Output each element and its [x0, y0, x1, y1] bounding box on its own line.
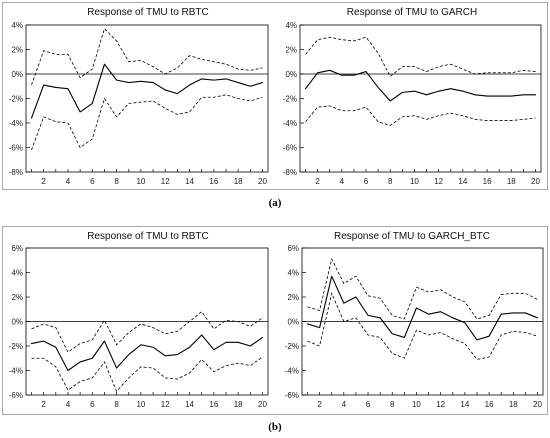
chart-3-upper-band-line — [31, 311, 263, 353]
chart-3-xtick-label-8: 18 — [234, 400, 243, 409]
chart-3-ytick-label-5: -4% — [9, 367, 23, 376]
chart-1-xtick-label-3: 8 — [114, 177, 119, 186]
chart-4-ytick-label-2: 2% — [287, 293, 299, 302]
chart-2-response-line — [304, 69, 537, 102]
chart-3-xtick-label-4: 10 — [136, 400, 145, 409]
chart-1-xtick-label-2: 6 — [90, 177, 95, 186]
chart-3-xtick-label-6: 14 — [185, 400, 194, 409]
chart-1-upper-band-line — [31, 27, 263, 86]
chart-4-response-line — [306, 275, 539, 341]
chart-3-xtick-label-2: 6 — [90, 400, 95, 409]
chart-1-xtick-label-7: 16 — [209, 177, 218, 186]
chart-2-xtick-label-1: 4 — [340, 177, 345, 186]
chart-4: 6% 4% 2% 0% -2% -4% -6% 2 4 6 8 10 12 14 16 18 20 Respons… — [285, 231, 544, 409]
chart-2-xtick-label-4: 10 — [410, 177, 419, 186]
chart-4-upper-band-line — [307, 257, 538, 320]
chart-4-xtick-label-4: 10 — [412, 400, 421, 409]
chart-2-xtick-label-6: 14 — [458, 177, 467, 186]
chart-4-lower-band-line — [307, 292, 538, 360]
chart-2-ytick-label-3: -2% — [283, 95, 297, 104]
chart-4-xtick-label-0: 2 — [317, 400, 322, 409]
chart-4-xtick-label-8: 18 — [509, 400, 518, 409]
chart-4-title: Response of TMU to GARCH_BTC — [334, 231, 490, 242]
chart-1-ytick-label-1: 2% — [11, 46, 23, 55]
chart-2-ytick-label-6: -8% — [283, 168, 297, 177]
chart-1-xtick-label-5: 12 — [161, 177, 170, 186]
chart-3-xtick-label-0: 2 — [41, 400, 46, 409]
chart-1-ytick-label-4: -4% — [9, 119, 23, 128]
chart-1-ytick-label-6: -8% — [9, 168, 23, 177]
panel-a-frame — [2, 2, 548, 190]
chart-1-lower-band-line — [31, 94, 263, 151]
chart-4-ytick-label-5: -4% — [285, 367, 299, 376]
chart-4-xtick-label-1: 4 — [342, 400, 347, 409]
chart-2-xtick-label-9: 20 — [531, 177, 540, 186]
chart-2-ytick-label-1: 2% — [285, 46, 297, 55]
chart-1-ytick-label-3: -2% — [9, 95, 23, 104]
chart-1-plot-frame — [25, 24, 269, 173]
chart-3-ytick-label-6: -6% — [9, 391, 23, 400]
chart-3-xtick-label-7: 16 — [209, 400, 218, 409]
chart-2-xtick-label-3: 8 — [388, 177, 393, 186]
chart-2-ytick-label-4: -4% — [283, 119, 297, 128]
chart-1-xtick-label-0: 2 — [41, 177, 46, 186]
chart-2-xtick-label-7: 16 — [483, 177, 492, 186]
panel-b-label: (b) — [268, 421, 282, 433]
chart-2-xtick-label-0: 2 — [315, 177, 320, 186]
chart-2-ytick-label-5: -6% — [283, 144, 297, 153]
chart-2-title: Response of TMU to GARCH — [347, 7, 477, 18]
chart-3-ytick-label-0: 6% — [11, 244, 23, 253]
chart-4-xtick-label-5: 12 — [436, 400, 445, 409]
chart-4-xtick-label-2: 6 — [366, 400, 371, 409]
chart-2-upper-band-line — [305, 36, 536, 78]
chart-4-ytick-label-4: -2% — [285, 342, 299, 351]
chart-2-lower-band-line — [305, 105, 536, 126]
chart-4-ytick-label-1: 4% — [287, 269, 299, 278]
chart-3-xtick-label-5: 12 — [161, 400, 170, 409]
chart-2-xtick-label-8: 18 — [507, 177, 516, 186]
chart-2-xtick-label-2: 6 — [364, 177, 369, 186]
chart-2-plot-frame — [299, 24, 542, 173]
chart-3-ytick-label-1: 4% — [11, 269, 23, 278]
chart-3-response-line — [30, 334, 264, 372]
chart-2: 4% 2% 0% -2% -4% -6% -8% 2 4 6 8 10 12 14 16 18 20 Respon… — [283, 7, 542, 186]
chart-1-xtick-label-4: 10 — [136, 177, 145, 186]
chart-4-xtick-label-3: 8 — [390, 400, 395, 409]
chart-4-ytick-label-6: -6% — [285, 391, 299, 400]
chart-3-title: Response of TMU to RBTC — [87, 231, 209, 242]
charts-layer: 4% 2% 0% -2% -4% -6% -8% 2 4 6 8 10 12 14 16 18 20 Respon… — [9, 7, 544, 409]
chart-2-ytick-label-0: 4% — [285, 21, 297, 30]
chart-2-ytick-label-2: 0% — [285, 70, 297, 79]
chart-4-xtick-label-6: 14 — [460, 400, 469, 409]
chart-3: 6% 4% 2% 0% -2% -4% -6% 2 4 6 8 10 12 14 16 18 20 Respons… — [9, 231, 269, 409]
chart-1-ytick-label-5: -6% — [9, 144, 23, 153]
chart-4-ytick-label-3: 0% — [287, 318, 299, 327]
chart-1-xtick-label-6: 14 — [185, 177, 194, 186]
chart-3-xtick-label-3: 8 — [114, 400, 119, 409]
chart-1-xtick-label-9: 20 — [258, 177, 267, 186]
chart-4-xtick-label-9: 20 — [533, 400, 542, 409]
chart-4-xtick-label-7: 16 — [485, 400, 494, 409]
chart-3-ytick-label-3: 0% — [11, 318, 23, 327]
chart-1-ytick-label-0: 4% — [11, 21, 23, 30]
chart-3-ytick-label-2: 2% — [11, 293, 23, 302]
chart-2-xtick-label-5: 12 — [434, 177, 443, 186]
panel-a-label: (a) — [269, 197, 282, 209]
chart-1-xtick-label-1: 4 — [66, 177, 71, 186]
chart-3-lower-band-line — [31, 356, 263, 393]
chart-3-xtick-label-9: 20 — [258, 400, 267, 409]
chart-1-xtick-label-8: 18 — [234, 177, 243, 186]
panel-b-frame — [2, 226, 548, 415]
chart-1: 4% 2% 0% -2% -4% -6% -8% 2 4 6 8 10 12 14 16 18 20 Respon… — [9, 7, 269, 186]
chart-3-xtick-label-1: 4 — [66, 400, 71, 409]
chart-1-response-line — [30, 63, 264, 119]
chart-3-ytick-label-4: -2% — [9, 342, 23, 351]
chart-1-title: Response of TMU to RBTC — [87, 7, 209, 18]
chart-4-ytick-label-0: 6% — [287, 244, 299, 253]
chart-1-ytick-label-2: 0% — [11, 70, 23, 79]
